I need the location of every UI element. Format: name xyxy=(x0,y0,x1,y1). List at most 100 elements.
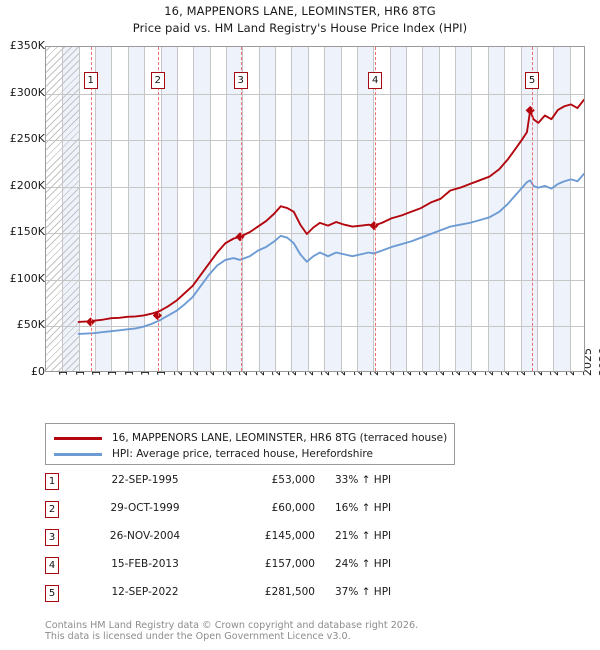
series-line xyxy=(77,98,584,323)
gridline-vertical xyxy=(176,47,178,371)
transaction-marker-badge[interactable]: 2 xyxy=(150,72,165,89)
gridline-horizontal xyxy=(46,93,584,95)
transaction-point-marker[interactable] xyxy=(369,221,379,231)
row-index-badge: 2 xyxy=(45,501,59,518)
gridline-vertical xyxy=(504,47,506,371)
chart-subtitle: Price paid vs. HM Land Registry's House … xyxy=(132,21,468,35)
transaction-hpi-delta: 21% ↑ HPI xyxy=(335,530,392,542)
gridline-vertical xyxy=(324,47,326,371)
year-band xyxy=(487,47,505,371)
year-band xyxy=(291,47,308,371)
gridline-vertical xyxy=(291,47,293,371)
gridline-vertical xyxy=(356,47,358,371)
y-axis-tick: £0 xyxy=(31,365,45,378)
year-band xyxy=(356,47,374,371)
gridline-horizontal xyxy=(46,233,584,235)
transaction-date: 22-SEP-1995 xyxy=(111,474,179,486)
legend-label-hpi: HPI: Average price, terraced house, Here… xyxy=(112,448,373,460)
gridline-vertical xyxy=(569,47,571,371)
year-band xyxy=(553,47,570,371)
transaction-marker-badge[interactable]: 1 xyxy=(83,72,98,89)
transaction-marker-line xyxy=(375,47,377,371)
transaction-marker-line xyxy=(532,47,533,371)
gridline-horizontal xyxy=(46,140,584,142)
transaction-hpi-delta: 24% ↑ HPI xyxy=(335,558,392,570)
gridline-vertical xyxy=(209,47,211,371)
y-axis-tick: £300K xyxy=(9,85,45,99)
price-series-lines xyxy=(77,98,584,335)
transaction-point-marker[interactable] xyxy=(525,105,535,115)
gridline-vertical xyxy=(193,47,195,371)
y-axis-tick: £200K xyxy=(9,178,45,192)
transaction-marker-badge[interactable]: 4 xyxy=(368,72,383,89)
gridline-horizontal xyxy=(46,279,584,281)
gridline-vertical xyxy=(471,47,473,371)
transaction-marker-badge[interactable]: 5 xyxy=(525,72,539,89)
year-band xyxy=(455,47,472,371)
transaction-price: £281,500 xyxy=(264,586,315,598)
y-axis-tick: £100K xyxy=(9,271,45,285)
no-data-hatch-regions xyxy=(46,47,584,371)
year-band xyxy=(422,47,439,371)
transaction-price: £60,000 xyxy=(271,502,315,514)
transaction-price: £157,000 xyxy=(264,558,315,570)
table-row[interactable]: 4 15-FEB-2013 £157,000 24% ↑ HPI xyxy=(45,557,465,575)
year-band xyxy=(258,47,276,371)
year-band xyxy=(160,47,177,371)
transaction-marker-badge[interactable]: 3 xyxy=(233,72,248,89)
transaction-price: £145,000 xyxy=(264,530,315,542)
gridline-horizontal xyxy=(46,186,584,188)
gridline-vertical xyxy=(160,47,162,371)
transaction-hpi-delta: 37% ↑ HPI xyxy=(335,586,392,598)
gridline-vertical xyxy=(422,47,424,371)
row-index-badge: 4 xyxy=(45,557,59,574)
gridline-vertical xyxy=(438,47,440,371)
year-band xyxy=(324,47,341,371)
gridline-vertical xyxy=(78,47,80,371)
transaction-date: 12-SEP-2022 xyxy=(111,586,179,598)
gridline-vertical xyxy=(373,47,375,371)
gridline-vertical xyxy=(242,47,244,371)
price-chart-plot-area: 1 2 3 4 5 xyxy=(45,46,585,372)
table-row[interactable]: 5 12-SEP-2022 £281,500 37% ↑ HPI xyxy=(45,585,465,603)
chart-gridlines xyxy=(46,47,584,371)
table-row[interactable]: 2 29-OCT-1999 £60,000 16% ↑ HPI xyxy=(45,501,465,519)
gridline-vertical xyxy=(95,47,97,371)
gridline-vertical xyxy=(144,47,146,371)
hatched-region xyxy=(46,47,79,371)
transaction-date: 29-OCT-1999 xyxy=(110,502,180,514)
table-row[interactable]: 3 26-NOV-2004 £145,000 21% ↑ HPI xyxy=(45,529,465,547)
gridline-vertical xyxy=(520,47,522,371)
legend-swatch-property xyxy=(54,437,102,440)
transaction-marker-line xyxy=(157,47,159,371)
gridline-vertical xyxy=(275,47,277,371)
transaction-marker-line xyxy=(90,47,92,371)
table-row[interactable]: 1 22-SEP-1995 £53,000 33% ↑ HPI xyxy=(45,473,465,491)
transaction-hpi-delta: 33% ↑ HPI xyxy=(335,474,392,486)
y-axis-tick: £50K xyxy=(16,318,45,332)
gridline-vertical xyxy=(455,47,457,371)
series-line xyxy=(77,172,584,335)
transaction-hpi-delta: 16% ↑ HPI xyxy=(335,502,392,514)
transaction-price: £53,000 xyxy=(271,474,315,486)
transaction-date: 26-NOV-2004 xyxy=(109,530,181,542)
gridline-vertical xyxy=(111,47,113,371)
gridline-vertical xyxy=(406,47,407,371)
year-band xyxy=(95,47,112,371)
year-band xyxy=(127,47,145,371)
gridline-vertical xyxy=(536,47,538,371)
gridline-vertical xyxy=(553,47,555,371)
footer-copyright: Contains HM Land Registry data © Crown c… xyxy=(45,620,419,631)
chart-title: 16, MAPPENORS LANE, LEOMINSTER, HR6 8TG xyxy=(164,4,436,18)
year-band xyxy=(389,47,406,371)
row-index-badge: 1 xyxy=(45,473,59,490)
row-index-badge: 3 xyxy=(45,529,59,546)
gridline-horizontal xyxy=(46,326,584,328)
transaction-point-marker[interactable] xyxy=(85,317,96,327)
gridline-vertical xyxy=(307,47,309,371)
gridline-vertical xyxy=(487,47,489,371)
transaction-marker-line xyxy=(240,47,242,371)
gridline-vertical xyxy=(258,47,260,371)
y-axis-tick: £250K xyxy=(9,132,45,146)
gridline-vertical xyxy=(127,47,129,371)
